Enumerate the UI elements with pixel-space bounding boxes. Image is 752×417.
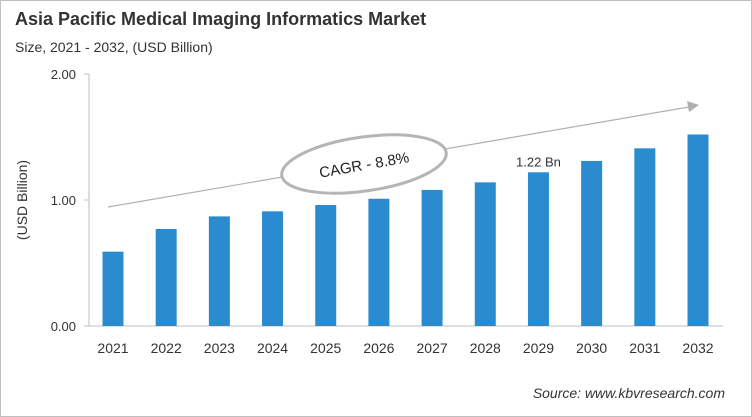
x-tick-label: 2026 [363,340,394,356]
bar-2022 [155,228,177,326]
x-tick-label: 2030 [576,340,607,356]
x-tick-label: 2025 [310,340,341,356]
bar-2028 [474,182,496,326]
bar-2025 [315,205,337,326]
bar-2021 [102,251,124,326]
x-tick-label: 2022 [151,340,182,356]
y-axis-label: (USD Billion) [14,160,30,240]
chart-title: Asia Pacific Medical Imaging Informatics… [15,9,427,29]
source-text: Source: www.kbvresearch.com [532,385,725,401]
bar-2030 [581,160,603,326]
x-tick-label: 2029 [523,340,554,356]
x-tick-label: 2028 [470,340,501,356]
x-tick-label: 2027 [417,340,448,356]
cagr-ellipse [280,133,448,195]
x-tick-label: 2021 [97,340,128,356]
y-tick-label: 2.00 [51,67,76,82]
bar-2032 [687,134,709,326]
x-tick-label: 2024 [257,340,288,356]
bar-2027 [421,189,443,326]
trend-arrow-head [687,101,699,112]
y-tick-label: 1.00 [51,193,76,208]
bar-2029 [527,172,549,326]
x-tick-label: 2031 [629,340,660,356]
x-tick-label: 2023 [204,340,235,356]
bar-2024 [262,211,284,326]
bar-2023 [208,216,230,326]
bar-2031 [634,148,656,326]
bar-2026 [368,198,390,326]
x-tick-label: 2032 [682,340,713,356]
y-tick-label: 0.00 [51,319,76,334]
chart-subtitle: Size, 2021 - 2032, (USD Billion) [15,39,213,55]
data-label: 1.22 Bn [516,154,561,169]
